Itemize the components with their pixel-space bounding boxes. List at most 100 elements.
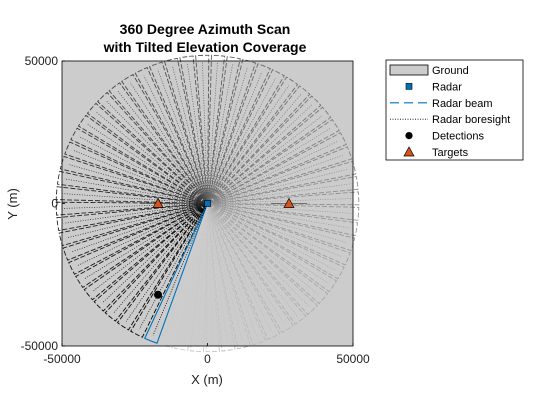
boresight-history [63,203,208,224]
beam-history [179,55,208,204]
beam-history [207,203,360,221]
x-tick-label: -50000 [43,352,81,366]
beam-history [195,54,210,204]
boresight-history [79,136,208,204]
boresight-history [207,203,329,284]
boresight-history [207,203,348,244]
radar-beam-current [144,203,209,344]
legend-item-beam: Radar beam [390,98,493,110]
beam-history [207,118,340,204]
beam-history [207,106,332,204]
boresight-history [64,178,208,204]
boresight-history [207,203,336,271]
legend-label-boresight: Radar boresight [432,114,510,126]
axis-ticks: -50000 0 50000 -50000 0 50000 [21,54,370,366]
boresight-history [207,168,349,204]
legend-label-beam: Radar beam [432,98,493,110]
beam-history [83,203,208,301]
beam-history [207,146,353,204]
beam-history [207,63,271,204]
legend-item-radar: Radar [405,81,462,93]
legend-swatch-radar [405,83,413,90]
boresight-history [62,193,208,204]
x-tick-label: 0 [204,352,211,366]
boresight-history [207,203,353,214]
beam-history [163,57,208,204]
boresight-history [92,203,208,292]
boresight-history [207,115,323,204]
beam-history [207,160,357,204]
beam-history [121,73,208,204]
beam-history [205,203,220,353]
beam-history [148,61,208,204]
legend-label-targets: Targets [432,147,469,159]
boresight-history [207,203,351,229]
beam-history [55,186,208,204]
chart-title-line-2: with Tilted Elevation Coverage [103,39,307,55]
beam-history [70,127,208,204]
boresight-history [66,203,208,239]
beam-history [75,203,208,289]
beam-history [55,201,208,216]
boresight-history [70,203,208,253]
legend: Ground Radar Radar beam Radar boresight Dete… [385,59,524,161]
beam-history [207,203,345,280]
beam-history [207,203,351,266]
beam-history [207,95,322,204]
legend-box [385,59,524,161]
beam-history [207,203,359,237]
detection-marker [154,290,163,299]
beam-history [62,203,208,261]
beam-history [207,56,241,204]
y-tick-label: -50000 [21,339,59,353]
beam-history [56,170,208,204]
y-tick-label: 0 [51,197,58,211]
target-marker [152,197,164,208]
beam-history [56,203,208,232]
target-marker [283,197,295,208]
plot-area [55,54,360,353]
beam-history [207,85,311,204]
boresight-history [72,149,208,204]
beam-history [207,54,226,204]
beam-history [108,82,208,204]
beam-history [207,175,359,204]
boresight-history [67,163,208,204]
boresight-history [86,123,208,204]
boresight-history [62,203,208,209]
beam-history [207,203,294,334]
legend-swatch-targets [403,146,415,157]
beam-history [207,203,307,325]
legend-item-targets: Targets [403,146,469,159]
beam-history [207,132,347,204]
beam-history [58,203,208,247]
beam-history [77,114,208,204]
beam-history [64,141,208,204]
beam-history [207,203,329,305]
boresight-history [207,203,343,258]
beam-history [189,203,208,353]
legend-swatch-ground [389,64,429,76]
y-axis-label: Y (m) [5,188,20,220]
chart-title-line-1: 360 Degree Azimuth Scan [120,21,291,37]
beam-history [207,69,285,204]
beam-history [134,67,208,204]
chart-marks [140,197,307,299]
boresight-history [207,140,339,204]
beam-history [207,191,360,206]
beam-history [116,203,208,331]
boresight-history [207,203,320,296]
beam-history [207,203,338,293]
beam-history [97,91,208,204]
x-axis-label: X (m) [191,372,223,387]
beam-history [207,76,299,204]
beam-history [93,203,208,312]
beam-history [207,203,236,352]
beam-history [86,102,208,204]
beam-history [104,203,208,322]
boresight-history [207,183,352,204]
beam-history [174,203,208,351]
boresight-history [84,203,208,280]
beam-history [130,203,208,338]
